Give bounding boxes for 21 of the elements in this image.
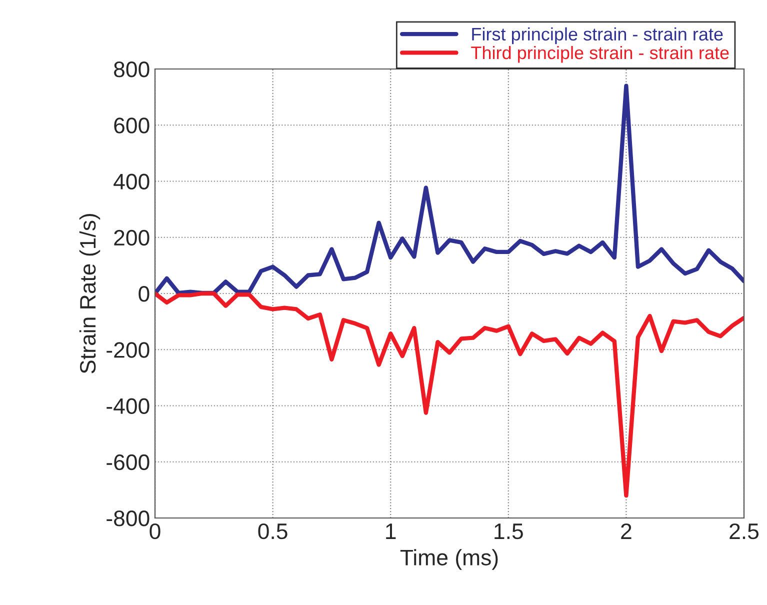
y-tick-label: 200 xyxy=(114,230,150,246)
line-series xyxy=(155,291,744,498)
x-axis-title: Time (ms) xyxy=(400,549,498,570)
y-tick-label: 800 xyxy=(114,62,150,78)
x-tick-label: 2.5 xyxy=(730,523,759,540)
legend-label: Third principle strain - strain rate xyxy=(471,46,729,63)
y-tick-label: -800 xyxy=(106,510,150,526)
x-tick-label: 2 xyxy=(621,523,632,539)
y-tick-label: 0 xyxy=(138,286,150,302)
y-tick-label: -200 xyxy=(106,342,150,358)
y-tick-label: -400 xyxy=(106,398,150,414)
x-tick-label: 0 xyxy=(150,523,160,540)
x-tick-label: 1.5 xyxy=(494,524,523,540)
line-series xyxy=(155,84,744,296)
y-tick-label: 600 xyxy=(114,118,150,134)
x-tick-label: 1 xyxy=(386,524,396,539)
x-tick-label: 0.5 xyxy=(258,523,288,540)
y-tick-label: -600 xyxy=(106,454,150,470)
y-axis-title: Strain Rate (1/s) xyxy=(79,214,100,374)
y-tick-label: 400 xyxy=(114,174,150,190)
legend-label: First principle strain - strain rate xyxy=(472,27,723,44)
